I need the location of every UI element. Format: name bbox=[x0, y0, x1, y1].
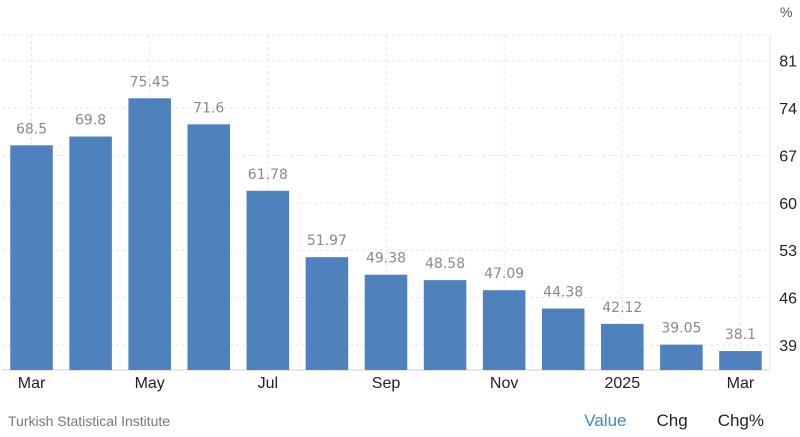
data-label: 39.05 bbox=[661, 321, 701, 337]
bar bbox=[660, 344, 703, 370]
bar bbox=[719, 351, 762, 370]
data-label: 75.45 bbox=[130, 74, 170, 90]
data-label: 49.38 bbox=[366, 251, 406, 267]
tab-value[interactable]: Value bbox=[584, 411, 627, 430]
bar bbox=[601, 323, 644, 370]
bar bbox=[246, 190, 290, 370]
y-tick-label: 67 bbox=[779, 148, 797, 165]
x-axis: Mar May Jul Sep Nov 2025 Mar bbox=[18, 375, 755, 392]
data-label: 38.1 bbox=[725, 327, 756, 343]
data-label: 71.6 bbox=[193, 100, 224, 116]
data-label: 68.5 bbox=[16, 121, 47, 137]
data-label: 44.38 bbox=[543, 285, 583, 301]
y-tick-label: 46 bbox=[779, 291, 797, 308]
bar bbox=[305, 257, 349, 370]
y-tick-label: 53 bbox=[779, 243, 797, 260]
y-tick-label: 39 bbox=[779, 338, 797, 355]
y-tick-label: 60 bbox=[779, 196, 797, 213]
y-tick-label: 81 bbox=[779, 54, 797, 71]
bar bbox=[128, 98, 171, 371]
tab-chg-percent[interactable]: Chg% bbox=[717, 411, 764, 430]
bar bbox=[10, 145, 53, 370]
bar bbox=[69, 136, 112, 370]
x-tick-label: Sep bbox=[372, 375, 401, 392]
bar-chart: 68.5 69.8 75.45 71.6 61.78 51.97 49.38 48.58 47.… bbox=[2, 4, 797, 392]
chart-footer: Turkish Statistical Institute Value Chg … bbox=[0, 405, 800, 437]
x-tick-label: Mar bbox=[18, 375, 46, 392]
data-label: 48.58 bbox=[425, 256, 465, 272]
data-label: 69.8 bbox=[75, 113, 106, 129]
view-tabs: Value Chg Chg% bbox=[584, 411, 764, 431]
data-label: 61.78 bbox=[248, 167, 288, 183]
bars bbox=[10, 98, 762, 371]
y-axis: 39 46 53 60 67 74 81 bbox=[779, 54, 797, 355]
y-tick-label: 74 bbox=[779, 101, 797, 118]
x-tick-label: 2025 bbox=[605, 375, 641, 392]
bar bbox=[364, 274, 408, 370]
x-tick-label: Nov bbox=[490, 375, 518, 392]
y-unit-label: % bbox=[780, 4, 792, 20]
data-label: 42.12 bbox=[602, 300, 642, 316]
bar bbox=[423, 280, 467, 370]
bar bbox=[541, 308, 585, 370]
bar bbox=[187, 124, 231, 370]
x-tick-label: Mar bbox=[727, 375, 755, 392]
x-tick-label: May bbox=[135, 375, 165, 392]
value-labels: 68.5 69.8 75.45 71.6 61.78 51.97 49.38 48.58 47.… bbox=[16, 74, 756, 343]
bar bbox=[482, 290, 526, 370]
data-label: 47.09 bbox=[484, 266, 524, 282]
tab-chg[interactable]: Chg bbox=[656, 411, 688, 430]
data-label: 51.97 bbox=[307, 233, 347, 249]
x-tick-label: Jul bbox=[258, 375, 278, 392]
source-label: Turkish Statistical Institute bbox=[8, 413, 171, 429]
